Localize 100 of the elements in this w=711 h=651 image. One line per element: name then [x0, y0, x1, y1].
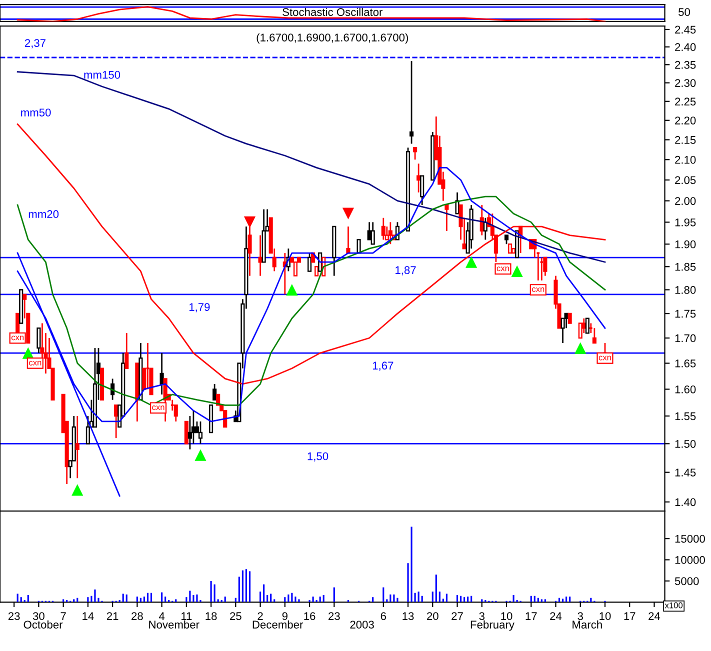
point — [286, 284, 298, 296]
candlestick — [413, 146, 418, 160]
x-tick-label: 3 — [479, 612, 484, 620]
y-tick-label: 15000 — [675, 534, 705, 543]
text: February — [470, 620, 514, 631]
ref-line-label: 1,79 — [189, 303, 210, 312]
ref-line-label: 1,67 — [372, 362, 394, 371]
x-tick-label: 24 — [648, 612, 660, 620]
annotation: cxn — [11, 336, 24, 340]
point — [511, 265, 523, 278]
candlestick — [564, 312, 568, 329]
x-tick-label: 14 — [82, 612, 94, 620]
annotation: cxn — [152, 406, 164, 410]
candlestick — [381, 217, 386, 240]
candlestick — [86, 415, 90, 444]
candlestick — [444, 204, 449, 232]
candlestick — [370, 221, 375, 245]
y-tick-label: 1.45 — [675, 468, 696, 476]
y-tick-label: 1.65 — [675, 359, 696, 368]
point — [194, 449, 206, 461]
x-tick-label: 25 — [230, 612, 242, 620]
x-tick-label: 16 — [304, 612, 316, 620]
text: October — [24, 620, 63, 629]
y-tick-label: 1.90 — [675, 240, 696, 248]
x-tick-label: 30 — [32, 612, 44, 620]
candlestick — [356, 239, 361, 254]
y-tick-label: 2.30 — [675, 79, 696, 87]
x-tick-label: 17 — [624, 612, 636, 620]
x-tick-label: 4 — [158, 612, 165, 620]
annotation: cxn — [496, 266, 509, 272]
y-tick-label: 1.95 — [675, 218, 696, 226]
x-tick-label: 10 — [600, 612, 611, 620]
y-tick-label: 2.45 — [675, 26, 696, 34]
x-tick-label: 27 — [452, 612, 463, 620]
y-tick-label: 1.60 — [675, 385, 696, 394]
ref-line-label: 1,50 — [308, 452, 328, 462]
candlestick — [198, 420, 203, 444]
annotation: cxn — [29, 360, 42, 366]
y-tick-label: 1.80 — [675, 286, 696, 294]
ref-line-label: 1,87 — [396, 266, 416, 276]
candlestick — [184, 420, 188, 444]
y-tick-label: 5000 — [674, 577, 699, 586]
candlestick — [124, 332, 129, 370]
ref-line-label: 2,37 — [24, 39, 46, 48]
x-tick-label: 20 — [427, 612, 438, 620]
y-tick-label: 1.85 — [675, 262, 696, 271]
y-tick-label: 2.05 — [675, 176, 696, 184]
y-tick-label: 2.10 — [675, 156, 696, 164]
text: 50 — [678, 8, 690, 16]
y-tick-label: 2.00 — [675, 197, 696, 205]
candlestick — [458, 204, 463, 240]
candlestick — [416, 162, 421, 194]
y-tick-label: 1.55 — [675, 412, 696, 420]
candlestick — [75, 415, 80, 479]
candlestick — [212, 383, 217, 401]
point — [342, 208, 354, 220]
candlestick — [174, 404, 178, 422]
series-label: mm20 — [28, 210, 59, 218]
y-tick-label: 2.20 — [675, 116, 696, 124]
x-tick-label: 3 — [578, 612, 583, 620]
y-tick-label: 10000 — [675, 556, 705, 564]
y-tick-label: 1.40 — [675, 498, 696, 506]
candlestick — [592, 327, 596, 344]
x-tick-label: 23 — [8, 612, 20, 620]
x-tick-label: 6 — [380, 612, 386, 620]
series-label: mm150 — [84, 70, 120, 79]
x-tick-label: 2 — [258, 612, 263, 620]
x-tick-label: 13 — [402, 612, 414, 620]
x-tick-label: 28 — [132, 612, 143, 620]
annotation: cxn — [532, 287, 544, 292]
point — [72, 484, 84, 496]
candlestick — [293, 261, 298, 276]
x-tick-label: 24 — [550, 612, 562, 620]
y-tick-label: 1.70 — [675, 334, 696, 342]
y-tick-label: 2.35 — [675, 60, 696, 69]
x-tick-label: 10 — [501, 612, 512, 620]
x-tick-label: 7 — [60, 612, 66, 620]
y-tick-label: 2.25 — [675, 98, 696, 106]
point — [244, 216, 256, 228]
candlestick — [346, 226, 350, 254]
chart-title: Stochastic Oscillator — [282, 8, 383, 16]
text: December — [252, 620, 304, 629]
series-label: mm50 — [21, 108, 51, 116]
line-series — [16, 71, 606, 263]
text: March — [572, 620, 602, 629]
candlestick — [160, 352, 164, 396]
x-tick-label: 11 — [182, 612, 192, 620]
text: (1.6700,1.6900,1.6700,1.6700) — [256, 33, 408, 44]
candlestick — [420, 175, 424, 206]
point — [466, 256, 478, 268]
candlestick — [308, 252, 312, 272]
x-tick-label: 23 — [328, 612, 340, 620]
candlestick — [578, 322, 582, 339]
text: November — [149, 620, 200, 629]
candlestick — [388, 221, 392, 245]
x-tick-label: 17 — [526, 612, 537, 620]
candlestick — [36, 327, 41, 354]
y-tick-label: 1.75 — [675, 310, 696, 318]
candlestick — [188, 415, 192, 450]
candlestick — [568, 312, 572, 324]
